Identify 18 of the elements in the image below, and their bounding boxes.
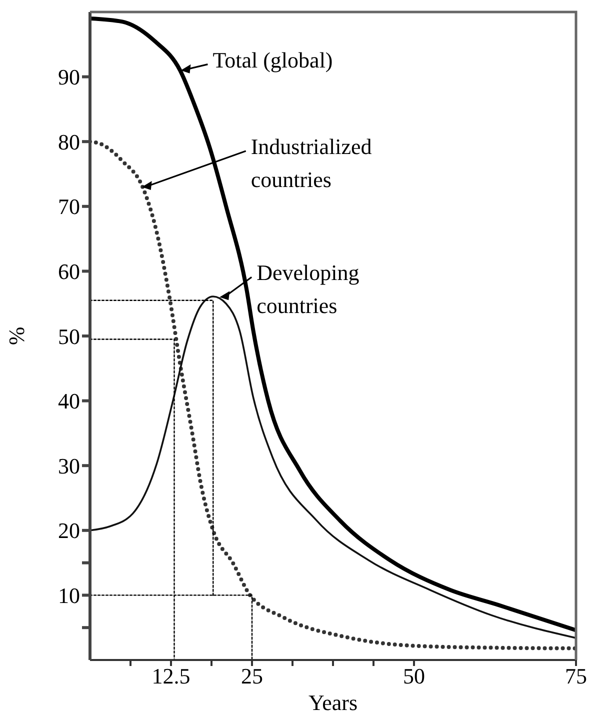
- y-tick-label: 40: [58, 388, 80, 414]
- x-tick-label: 12.5: [152, 664, 190, 689]
- y-tick-label: 80: [58, 129, 80, 154]
- x-tick-label: 50: [403, 664, 425, 689]
- x-tick-label: 75: [565, 664, 587, 689]
- y-tick-label: 20: [58, 518, 80, 544]
- annotation: Developing countries: [256, 260, 360, 318]
- annotation: Total (global): [212, 47, 333, 72]
- y-tick-label: 90: [58, 64, 80, 90]
- y-tick-label: 60: [58, 259, 80, 284]
- annotation: Industrialized countries: [250, 134, 372, 192]
- y-axis-title: %: [4, 326, 29, 346]
- y-tick-label: 50: [58, 324, 80, 349]
- y-tick-label: 30: [58, 453, 80, 478]
- y-tick-label: 10: [58, 583, 80, 608]
- y-tick-label: 70: [58, 194, 80, 220]
- x-axis-title: Years: [308, 690, 358, 715]
- x-tick-label: 25: [241, 664, 263, 689]
